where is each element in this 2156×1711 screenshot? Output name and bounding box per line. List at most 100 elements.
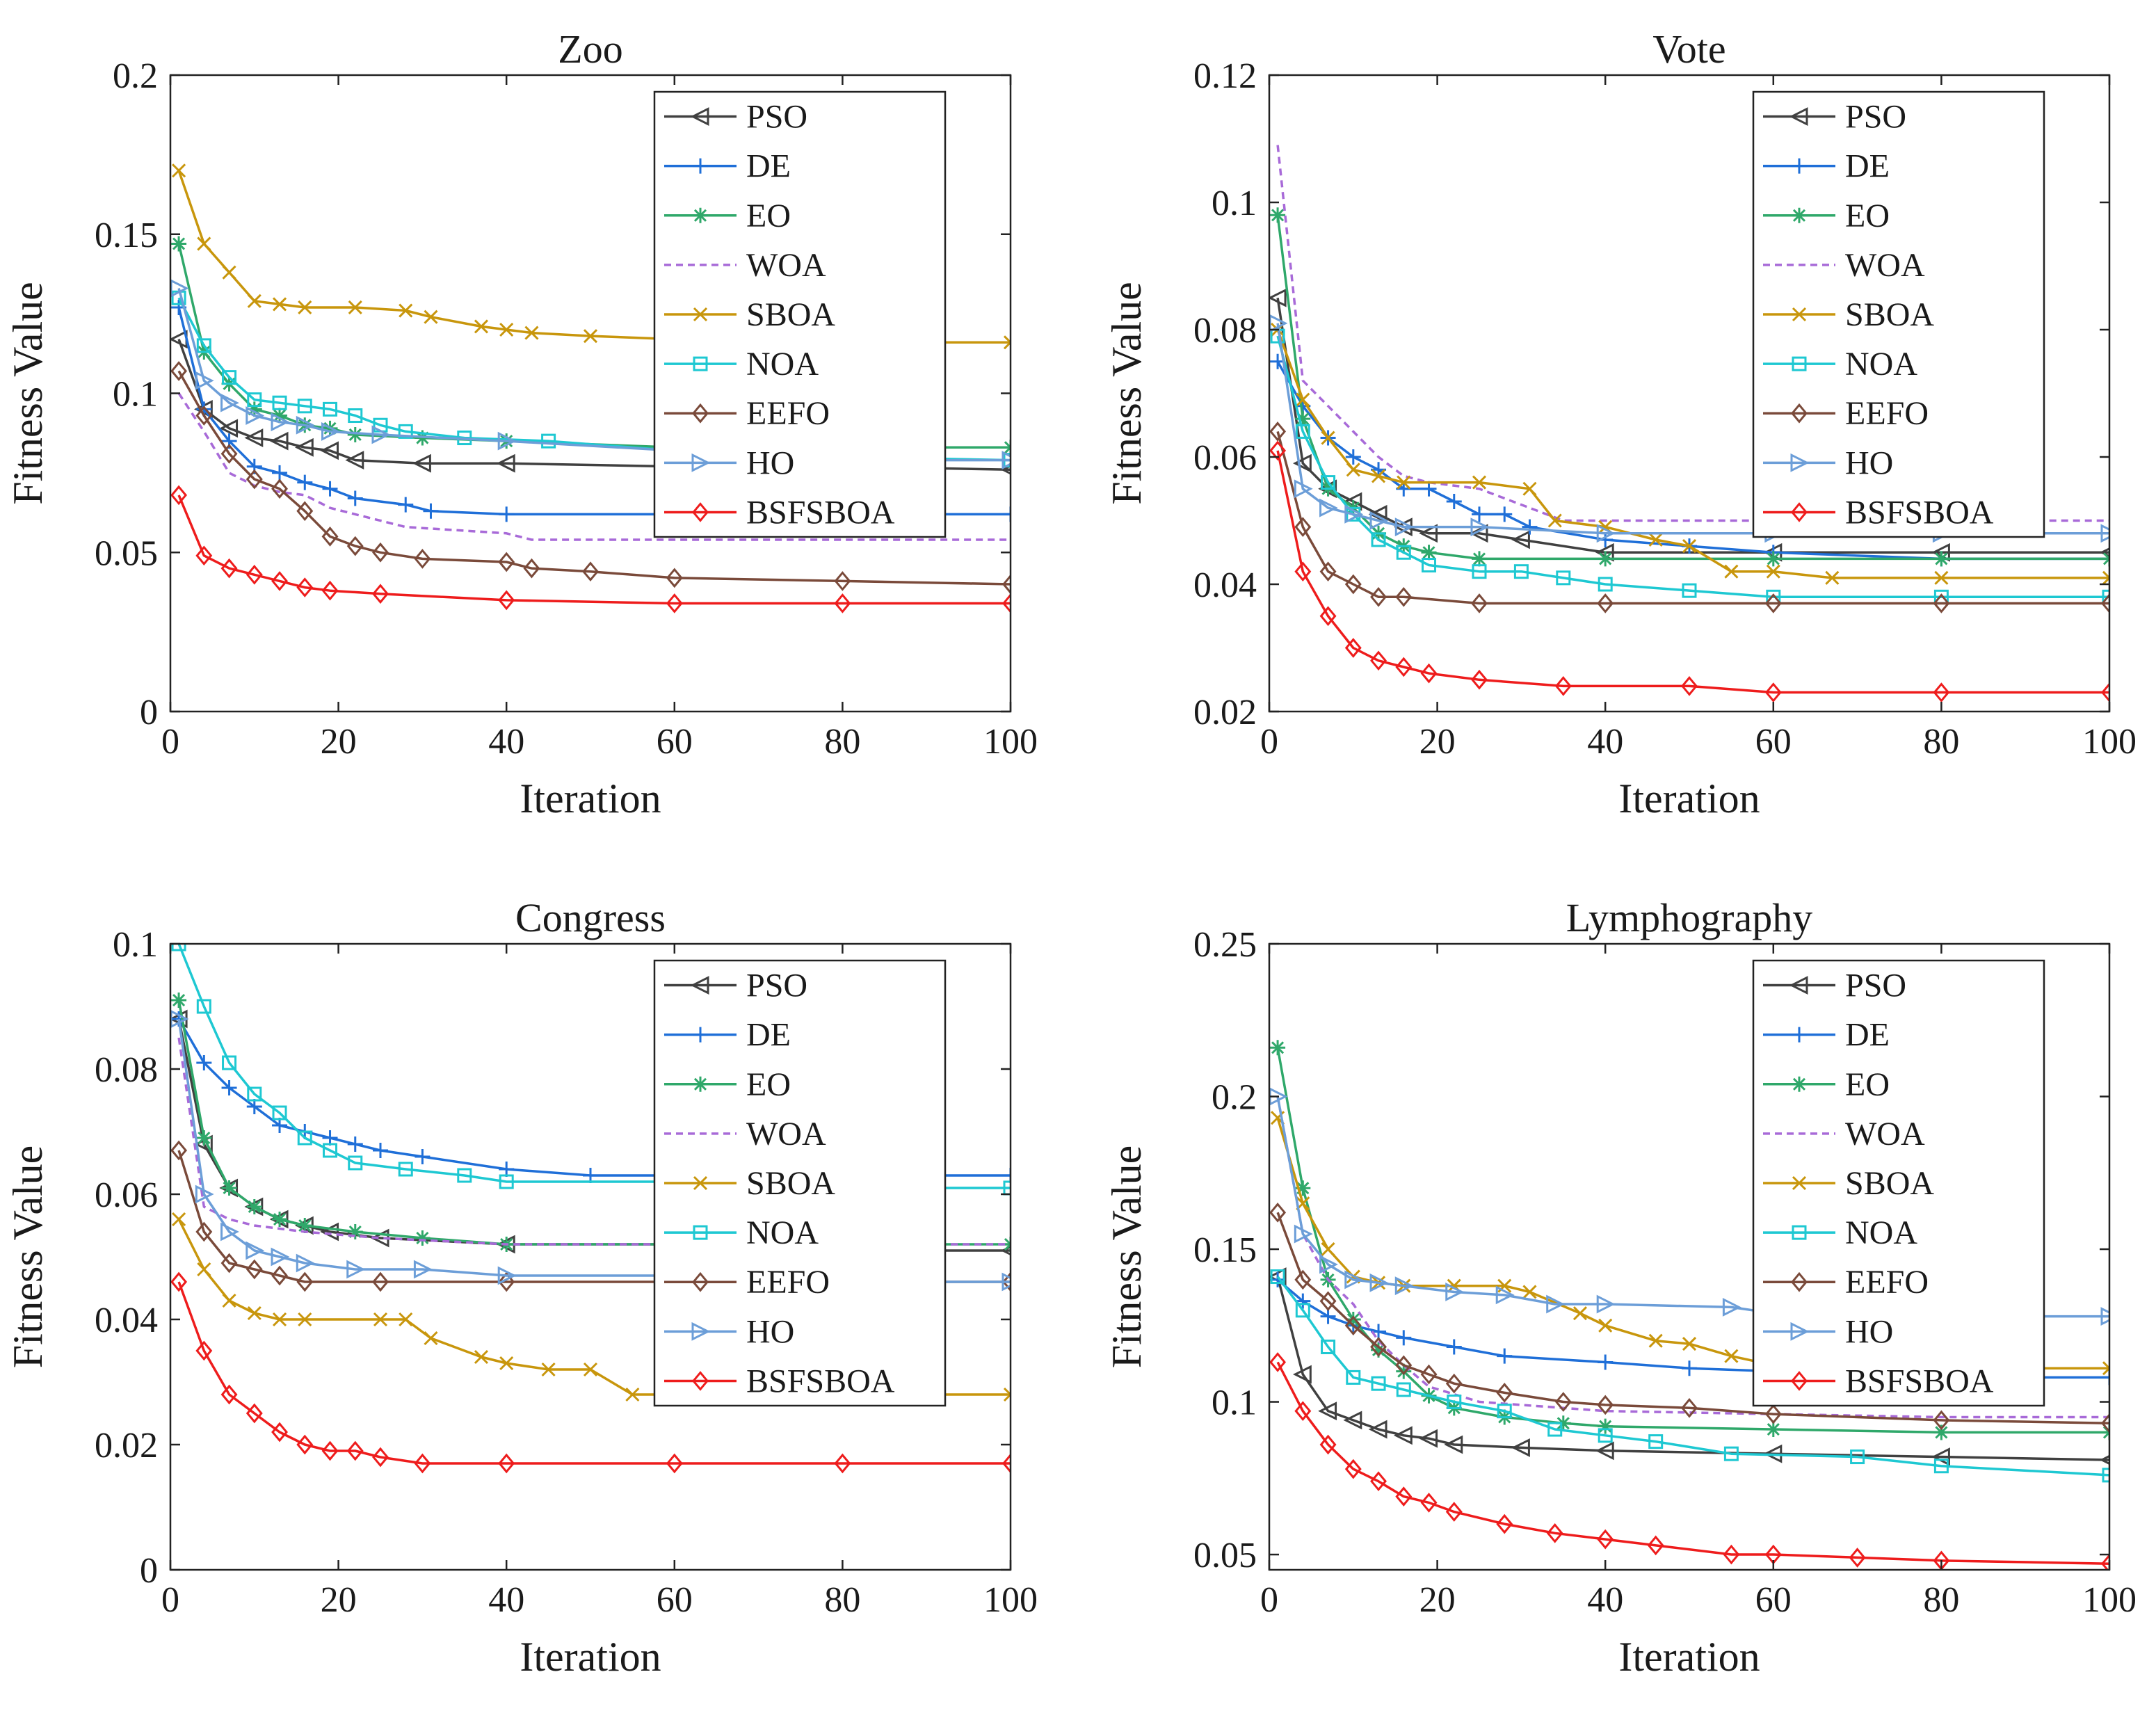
zoo-title: Zoo (558, 26, 622, 72)
congress-xtick-label-5: 100 (983, 1580, 1038, 1620)
vote-series-group (1269, 145, 2109, 702)
zoo-series-eefo-marker-15 (1002, 574, 1011, 595)
congress-title: Congress (515, 895, 666, 940)
zoo-series-sboa-marker-0 (172, 163, 186, 178)
lymphography-series-pso-marker-7 (1444, 1435, 1463, 1454)
zoo-series-pso-marker-9 (496, 453, 515, 473)
vote-series-eefo-marker-2 (1319, 561, 1337, 582)
zoo-series-sboa-marker-2 (222, 265, 236, 280)
congress-legend-item-ho-label: HO (746, 1313, 794, 1350)
vote-legend: PSO DE EO WOA SBOA NOA EEFO HO BSFSBOA (1752, 90, 2045, 538)
lymphography-series-ho-marker-9 (1596, 1294, 1616, 1314)
lymphography-series-pso-marker-10 (1763, 1444, 1783, 1463)
congress-series-bsfsboa-marker-5 (296, 1434, 314, 1455)
vote-series-ho-marker-10 (2100, 524, 2109, 543)
zoo-xtick-label-3: 60 (657, 722, 693, 762)
congress-series-ho-marker-8 (497, 1266, 517, 1285)
vote-series-bsfsboa-marker-3 (1344, 638, 1362, 658)
lymphography-series-ho-marker-8 (1546, 1294, 1566, 1314)
vote-legend-item-eo-marker (1792, 207, 1807, 223)
vote-series-noa-line (1276, 335, 2109, 599)
zoo-series-de-marker-9 (423, 503, 439, 519)
vote-series-noa-marker-5 (1396, 545, 1411, 560)
zoo-series-bsfsboa-marker-11 (1002, 593, 1011, 613)
vote-series-pso-marker-0 (1269, 288, 1287, 307)
lymphography-legend-item-noa-marker (1792, 1225, 1807, 1240)
lymphography-legend-item-pso-marker (1789, 976, 1808, 995)
congress-legend-item-eo-label: EO (746, 1066, 791, 1103)
lymphography-series-eefo-marker-10 (1597, 1395, 1614, 1415)
congress-legend-item-eo-marker (693, 1076, 708, 1092)
zoo-ytick-label-4: 0.2 (113, 56, 158, 96)
vote-series-bsfsboa-marker-8 (1554, 676, 1572, 696)
lymphography-series-eo-marker-11 (1765, 1422, 1781, 1438)
zoo-series-eo-marker-3 (246, 401, 262, 417)
lymphography-series-bsfsboa-marker-5 (1395, 1486, 1413, 1507)
congress-series-noa-marker-9 (457, 1168, 472, 1183)
congress-legend-item-bsfsboa-label: BSFSBOA (746, 1363, 895, 1399)
congress-series-ho-marker-2 (220, 1222, 239, 1242)
congress-series-sboa-marker-4 (272, 1312, 287, 1327)
zoo-series-pso-marker-7 (345, 451, 364, 470)
zoo-xtick-label-4: 80 (824, 722, 860, 762)
lymphography-xtick-label-2: 40 (1587, 1580, 1623, 1620)
lymphography-series-pso-marker-8 (1511, 1438, 1530, 1457)
zoo-legend-item-eo-label: EO (746, 198, 791, 234)
zoo-series-sboa-marker-9 (474, 319, 489, 334)
zoo-series-eefo-marker-6 (321, 527, 339, 547)
vote-ytick-label-5: 0.12 (1193, 56, 1257, 96)
lymphography-series-pso-marker-6 (1419, 1429, 1438, 1448)
vote-series-eefo-marker-7 (1597, 593, 1614, 613)
vote-series-de-marker-9 (1497, 506, 1513, 522)
congress-ylabel: Fitness Value (5, 1146, 51, 1369)
congress-legend-item-pso-label: PSO (746, 967, 807, 1004)
vote-xtick-label-1: 20 (1419, 722, 1456, 762)
lymphography-legend-item-de-label: DE (1845, 1017, 1890, 1054)
lymphography-series-eo-marker-9 (1555, 1415, 1571, 1431)
zoo-series-bsfsboa-marker-5 (296, 577, 314, 597)
zoo-series-bsfsboa-marker-9 (666, 593, 683, 613)
vote-series-bsfsboa-marker-11 (1933, 682, 1950, 702)
congress-series-bsfsboa-marker-3 (246, 1403, 263, 1424)
congress-series-eefo-marker-7 (498, 1271, 515, 1292)
lymphography-legend-item-noa-label: NOA (1845, 1214, 1917, 1251)
lymphography-series-eo-line (1276, 1047, 2109, 1434)
congress-series-de-marker-6 (322, 1130, 338, 1146)
lymphography-xlabel: Iteration (1618, 1634, 1760, 1680)
zoo-series-sboa-marker-4 (272, 297, 287, 312)
congress-series-sboa-marker-2 (222, 1293, 236, 1308)
congress-series-sboa-marker-10 (499, 1356, 514, 1371)
zoo-legend-item-eefo-label: EEFO (746, 395, 830, 432)
zoo-series-eefo-marker-11 (523, 558, 540, 579)
vote-series-bsfsboa-marker-1 (1294, 561, 1312, 582)
vote-series-eefo-marker-6 (1471, 593, 1488, 613)
vote-xtick-label-3: 60 (1755, 722, 1792, 762)
zoo-series-de-marker-10 (499, 506, 515, 522)
vote-series-eo-marker-7 (1472, 551, 1487, 567)
zoo-series-bsfsboa-marker-4 (271, 571, 288, 591)
congress-series-ho-marker-7 (413, 1260, 433, 1279)
lymphography-series-sboa-marker-10 (1598, 1318, 1613, 1333)
zoo-series-de-marker-8 (398, 497, 414, 513)
congress-legend-item-noa-marker (693, 1225, 708, 1240)
congress-series-bsfsboa-marker-9 (414, 1453, 431, 1474)
zoo-series-noa-marker-3 (247, 392, 262, 408)
zoo-ylabel: Fitness Value (5, 282, 51, 505)
lymphography-series-bsfsboa-marker-16 (2101, 1553, 2109, 1570)
zoo-series-sboa-marker-1 (197, 236, 211, 251)
vote-series-noa-marker-1 (1295, 424, 1310, 439)
vote-series-eefo-marker-5 (1395, 586, 1413, 607)
vote-ytick-label-4: 0.1 (1212, 184, 1257, 223)
lymphography-ytick-label-1: 0.1 (1212, 1383, 1257, 1423)
zoo-series-de-marker-4 (272, 465, 288, 481)
lymphography-series-bsfsboa-marker-11 (1647, 1535, 1664, 1556)
vote-series-sboa-marker-13 (1766, 564, 1780, 579)
congress-legend: PSO DE EO WOA SBOA NOA EEFO HO BSFSBOA (653, 959, 947, 1407)
vote-series-ho-marker-5 (1394, 517, 1414, 537)
congress-ytick-label-0: 0 (140, 1551, 158, 1591)
zoo-legend-item-noa-marker (693, 356, 708, 371)
congress-series-noa-marker-5 (297, 1130, 312, 1146)
vote-series-bsfsboa-marker-6 (1420, 663, 1438, 684)
zoo-series-eo-marker-4 (272, 408, 288, 424)
